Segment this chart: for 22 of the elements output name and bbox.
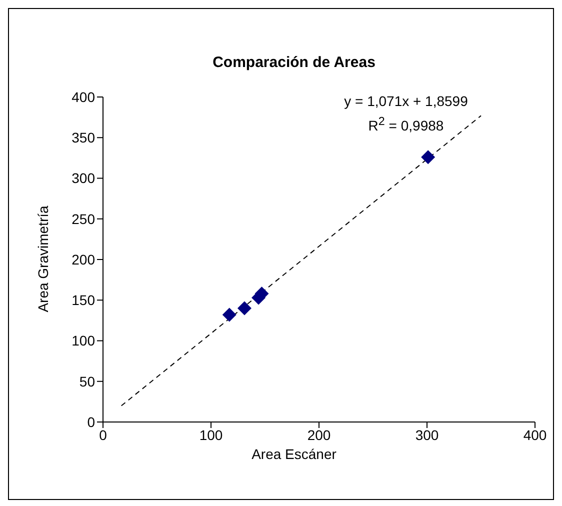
chart-title: Comparación de Areas [212,54,376,71]
y-tick-label: 250 [72,210,96,227]
x-axis-title: Area Escáner [250,446,338,462]
point [237,301,252,316]
y-tick-label: 200 [72,251,96,268]
point [421,150,436,164]
annotation: y = 1,071x + 1,8599 [343,93,469,109]
y-tick-label: 350 [72,130,96,146]
x-tick-label: 200 [307,426,331,443]
y-tick-label: 0 [87,414,96,430]
x-tick-label: 100 [199,426,223,443]
point [222,308,236,322]
x-tick-label: 300 [415,426,439,443]
y-axis-title: Area Gravimetría [35,206,51,312]
y-tick-label: 300 [72,170,96,186]
annotation: R$^{2}$ = 0,9988 [367,115,445,134]
y-tick-label: 50 [79,373,96,390]
y-tick-label: 400 [72,88,96,105]
y-tick-label: 100 [72,332,96,349]
x-tick-label: 400 [523,426,547,443]
x-tick-label: 0 [99,426,108,443]
y-tick-label: 150 [72,292,96,308]
